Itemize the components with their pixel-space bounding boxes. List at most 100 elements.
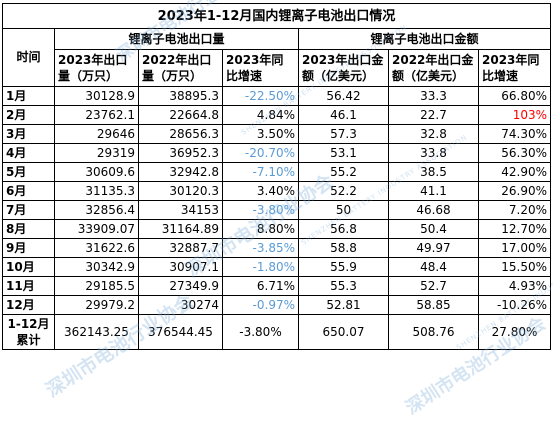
cell-2023-volume: 29185.5 [54,276,139,296]
cell-2023-volume: 33909.07 [54,219,139,239]
cell-2022-value: 48.4 [388,257,479,277]
cell-month-label: 6月 [2,181,55,201]
total-2023-volume: 362143.25 [54,314,139,350]
cell-2023-value: 46.1 [298,105,389,125]
cell-volume-growth: -22.50% [222,86,299,106]
table-row: 12月 29979.2 30274 -0.97% 52.81 58.85 -10.26% [2,295,552,315]
cell-month-label: 11月 [2,276,55,296]
cell-2023-value: 55.3 [298,276,389,296]
cell-volume-growth: 4.84% [222,105,299,125]
cell-2022-volume: 22664.8 [138,105,223,125]
cell-month-label: 2月 [2,105,55,125]
cell-2022-volume: 34153 [138,200,223,220]
table-row: 7月 32856.4 34153 -3.80% 50 46.68 7.20% [2,200,552,220]
cell-2022-volume: 30274 [138,295,223,315]
header-2023-volume: 2023年出口量（万只） [54,49,139,87]
cell-2023-value: 52.81 [298,295,389,315]
cell-2022-value: 46.68 [388,200,479,220]
total-2022-volume: 376544.45 [138,314,223,350]
cell-value-growth: 74.30% [477,124,552,144]
cell-volume-growth: 6.71% [222,276,299,296]
table-row: 6月 31135.3 30120.3 3.40% 52.2 41.1 26.90% [2,181,552,201]
cell-2022-value: 33.8 [388,143,479,163]
table-row: 4月 29319 36952.3 -20.70% 53.1 33.8 56.30% [2,143,552,163]
cell-2023-value: 56.8 [298,219,389,239]
time-header: 时间 [2,28,55,87]
cell-2022-value: 50.4 [388,219,479,239]
cell-2022-value: 33.3 [388,86,479,106]
cell-2023-value: 56.42 [298,86,389,106]
header-2023-value: 2023年出口金额（亿美元） [298,49,389,87]
cell-2023-volume: 31622.6 [54,238,139,258]
cell-volume-growth: 8.80% [222,219,299,239]
cell-value-growth: 26.90% [477,181,552,201]
header-value-growth: 2023年同比增速 [477,49,552,87]
table-row: 1月 30128.9 38895.3 -22.50% 56.42 33.3 66.80% [2,86,552,106]
cell-2023-volume: 29979.2 [54,295,139,315]
cell-2023-volume: 31135.3 [54,181,139,201]
table-row: 9月 31622.6 32887.7 -3.85% 58.8 49.97 17.00% [2,238,552,258]
total-volume-growth: -3.80% [222,314,299,350]
volume-group-header: 锂离子电池出口量 [54,28,299,50]
cell-2022-value: 32.8 [388,124,479,144]
cell-value-growth: 42.90% [477,162,552,182]
cell-2022-value: 49.97 [388,238,479,258]
cell-value-growth: 66.80% [477,86,552,106]
cell-2022-volume: 36952.3 [138,143,223,163]
cell-2023-volume: 23762.1 [54,105,139,125]
cell-month-label: 10月 [2,257,55,277]
cell-2023-value: 50 [298,200,389,220]
cell-volume-growth: -3.80% [222,200,299,220]
cell-2023-value: 57.3 [298,124,389,144]
lithium-battery-export-table: 2023年1-12月国内锂离子电池出口情况 时间 锂离子电池出口量 锂离子电池出… [1,3,552,350]
cell-month-label: 3月 [2,124,55,144]
table-row: 5月 30609.6 32942.8 -7.10% 55.2 38.5 42.90% [2,162,552,182]
cell-value-growth: 17.00% [477,238,552,258]
table-row: 3月 29646 28656.3 3.50% 57.3 32.8 74.30% [2,124,552,144]
cell-2022-value: 58.85 [388,295,479,315]
header-2022-value: 2022年出口金额（亿美元） [388,49,479,87]
cell-value-growth: 103% [477,105,552,125]
cell-volume-growth: 3.50% [222,124,299,144]
table-row: 8月 33909.07 31164.89 8.80% 56.8 50.4 12.70% [2,219,552,239]
cell-2023-volume: 30128.9 [54,86,139,106]
cell-2022-volume: 27349.9 [138,276,223,296]
cell-volume-growth: -3.85% [222,238,299,258]
table-row: 10月 30342.9 30907.1 -1.80% 55.9 48.4 15.50% [2,257,552,277]
cell-2022-volume: 30907.1 [138,257,223,277]
cell-2022-value: 52.7 [388,276,479,296]
cell-2023-value: 53.1 [298,143,389,163]
cell-value-growth: 12.70% [477,219,552,239]
cell-2023-value: 55.2 [298,162,389,182]
cell-month-label: 9月 [2,238,55,258]
cell-2022-volume: 32942.8 [138,162,223,182]
cell-2022-volume: 32887.7 [138,238,223,258]
table-row: 11月 29185.5 27349.9 6.71% 55.3 52.7 4.93% [2,276,552,296]
table-title: 2023年1-12月国内锂离子电池出口情况 [1,3,552,29]
cell-volume-growth: 3.40% [222,181,299,201]
cell-month-label: 4月 [2,143,55,163]
cell-2023-volume: 29319 [54,143,139,163]
header-2022-volume: 2022年出口量（万只） [138,49,223,87]
cell-value-growth: 15.50% [477,257,552,277]
cell-volume-growth: -1.80% [222,257,299,277]
cell-value-growth: 7.20% [477,200,552,220]
cell-2022-volume: 30120.3 [138,181,223,201]
cell-2022-value: 38.5 [388,162,479,182]
total-label: 1-12月累计 [2,314,55,350]
table-row-total: 1-12月累计 362143.25 376544.45 -3.80% 650.0… [2,314,552,350]
cell-2023-value: 58.8 [298,238,389,258]
cell-volume-growth: -0.97% [222,295,299,315]
cell-2023-volume: 30342.9 [54,257,139,277]
cell-volume-growth: -20.70% [222,143,299,163]
cell-2022-volume: 38895.3 [138,86,223,106]
cell-volume-growth: -7.10% [222,162,299,182]
cell-value-growth: -10.26% [477,295,552,315]
cell-2023-volume: 32856.4 [54,200,139,220]
cell-value-growth: 56.30% [477,143,552,163]
cell-month-label: 12月 [2,295,55,315]
cell-month-label: 8月 [2,219,55,239]
total-2023-value: 650.07 [298,314,389,350]
cell-2022-volume: 31164.89 [138,219,223,239]
